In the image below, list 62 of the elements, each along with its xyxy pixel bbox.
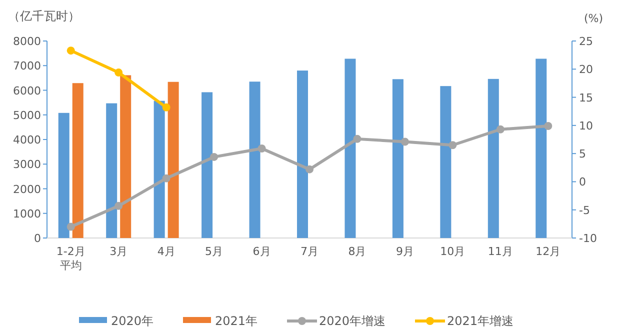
x-tick-label: 10月 [440,245,466,258]
x-tick-label: 5月 [205,245,224,258]
y-tick-label: 5000 [13,108,41,122]
y2-tick-label: 20 [579,63,593,76]
x-tick-label: 3月 [110,245,128,258]
point [210,152,218,161]
point [66,46,75,55]
x-tick-label: 4月 [157,245,176,258]
x-tick-label: 12月 [536,245,561,258]
y2-tick-label: 0 [579,176,586,189]
bar [202,92,213,238]
bar [168,82,179,238]
y2-tick-label: 5 [579,148,586,161]
x-tick-label: 11月 [488,245,513,258]
x-tick-label: 7月 [300,245,318,258]
point [258,144,266,153]
point [162,103,170,112]
point [353,134,362,143]
bar [297,70,308,238]
x-tick-label: 9月 [396,245,414,258]
y-tick-label: 8000 [13,35,41,48]
point [544,122,552,130]
bar [536,58,547,238]
bar [344,58,356,238]
y2-tick-label: -5 [579,204,590,217]
bar [392,79,404,238]
point [400,138,409,146]
point [114,68,123,77]
bar [154,100,165,238]
point [496,125,504,134]
y-tick-label: 6000 [13,84,41,98]
x-tick-label: 8月 [348,245,366,258]
legend-label: 2021年 [215,314,258,328]
y2-tick-label: 10 [579,119,593,132]
bar [106,103,118,238]
x-tick-label: 1-2月平均 [56,245,86,272]
y-tick-label: 3000 [13,158,41,172]
y-tick-label: 2000 [13,182,41,196]
y2-tick-label: 25 [579,35,593,48]
bar [440,86,452,238]
bar [488,78,499,238]
bar [58,112,70,238]
legend-label: 2020年 [111,314,154,328]
point [114,202,123,210]
y2-tick-label: -10 [579,232,597,245]
y2-axis-title: (%) [584,12,604,25]
bar [72,83,84,238]
point [162,174,170,182]
bar [249,82,260,238]
y-axis-title: （亿千瓦时） [8,9,80,23]
y2-tick-label: 15 [579,91,593,104]
y-tick-label: 1000 [13,207,41,220]
legend-label: 2020年增速 [319,314,386,328]
y-tick-label: 0 [34,232,41,245]
x-tick-label: 6月 [252,245,271,258]
bar [120,75,132,238]
point [448,141,457,150]
point [306,165,314,174]
y-tick-label: 4000 [13,134,41,146]
y-tick-label: 7000 [13,60,41,73]
legend-label: 2021年增速 [447,314,514,328]
point [66,222,75,231]
